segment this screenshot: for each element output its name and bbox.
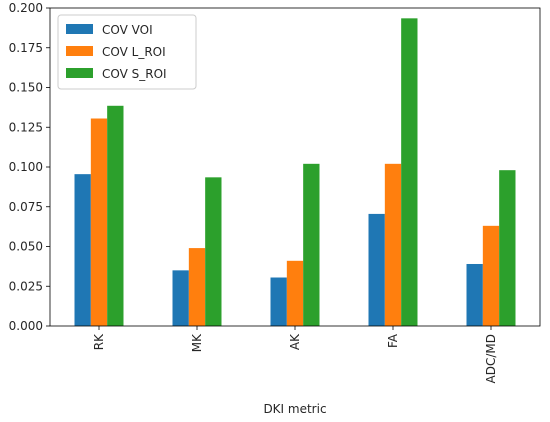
y-tick-label: 0.125 bbox=[9, 120, 43, 134]
x-tick-label: FA bbox=[386, 333, 400, 348]
legend-swatch bbox=[66, 68, 93, 78]
x-tick-label: RK bbox=[92, 333, 106, 350]
ticks-layer: 0.000 0.025 0.050 0.075 0.100 0.125 0.150 0.175… bbox=[9, 1, 498, 383]
legend-swatch bbox=[66, 24, 93, 34]
bar-rk-series-1 bbox=[74, 174, 91, 326]
legend: COV VOI COV L_ROI COV S_ROI bbox=[57, 14, 197, 90]
bar-adc-md-series-2 bbox=[482, 225, 500, 326]
y-tick-label: 0.175 bbox=[9, 41, 43, 55]
bar-adc-md-series-1 bbox=[466, 263, 483, 326]
bar-ak-series-2 bbox=[286, 260, 304, 326]
bar-mk-series-2 bbox=[188, 248, 206, 326]
y-tick-label: 0.025 bbox=[9, 279, 43, 293]
y-tick-label: 0.050 bbox=[9, 240, 43, 254]
x-tick-label: ADC/MD bbox=[484, 334, 498, 383]
bar-fa-series-3 bbox=[401, 18, 418, 327]
y-tick-label: 0.000 bbox=[9, 319, 43, 333]
y-tick-label: 0.075 bbox=[9, 200, 43, 214]
bar-mk-series-3 bbox=[205, 177, 222, 326]
bar-mk-series-1 bbox=[172, 270, 189, 326]
bar-ak-series-1 bbox=[270, 277, 287, 326]
bar-rk-series-3 bbox=[107, 105, 124, 326]
bar-ak-series-3 bbox=[303, 163, 320, 326]
y-tick-label: 0.150 bbox=[9, 81, 43, 95]
y-tick-label: 0.100 bbox=[9, 160, 43, 174]
legend-swatch bbox=[66, 46, 93, 56]
bar-fa-series-1 bbox=[368, 213, 385, 326]
bar-rk-series-2 bbox=[90, 118, 108, 326]
x-tick-label: AK bbox=[288, 333, 302, 350]
bars-layer bbox=[74, 18, 516, 327]
bar-adc-md-series-3 bbox=[499, 170, 516, 326]
legend-label: COV S_ROI bbox=[102, 67, 167, 81]
legend-label: COV VOI bbox=[102, 23, 153, 37]
x-tick-label: MK bbox=[190, 333, 204, 352]
bar-fa-series-2 bbox=[384, 163, 402, 326]
x-axis-label: DKI metric bbox=[263, 402, 326, 416]
y-tick-label: 0.200 bbox=[9, 1, 43, 15]
legend-label: COV L_ROI bbox=[102, 45, 166, 59]
